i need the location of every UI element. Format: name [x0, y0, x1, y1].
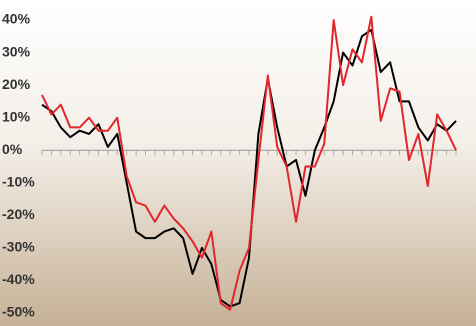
y-tick-label: 20% — [2, 76, 31, 92]
y-tick-label: 0% — [2, 141, 23, 157]
y-tick-label: -50% — [2, 304, 35, 320]
y-tick-label: -30% — [2, 239, 35, 255]
series-line — [41, 15, 457, 311]
y-tick-label: 30% — [2, 43, 31, 59]
series-line — [41, 28, 457, 308]
y-tick-label: -40% — [2, 271, 35, 287]
y-tick-label: -20% — [2, 206, 35, 222]
y-tick-label: 40% — [2, 11, 31, 27]
y-tick-label: 10% — [2, 108, 31, 124]
y-tick-label: -10% — [2, 173, 35, 189]
